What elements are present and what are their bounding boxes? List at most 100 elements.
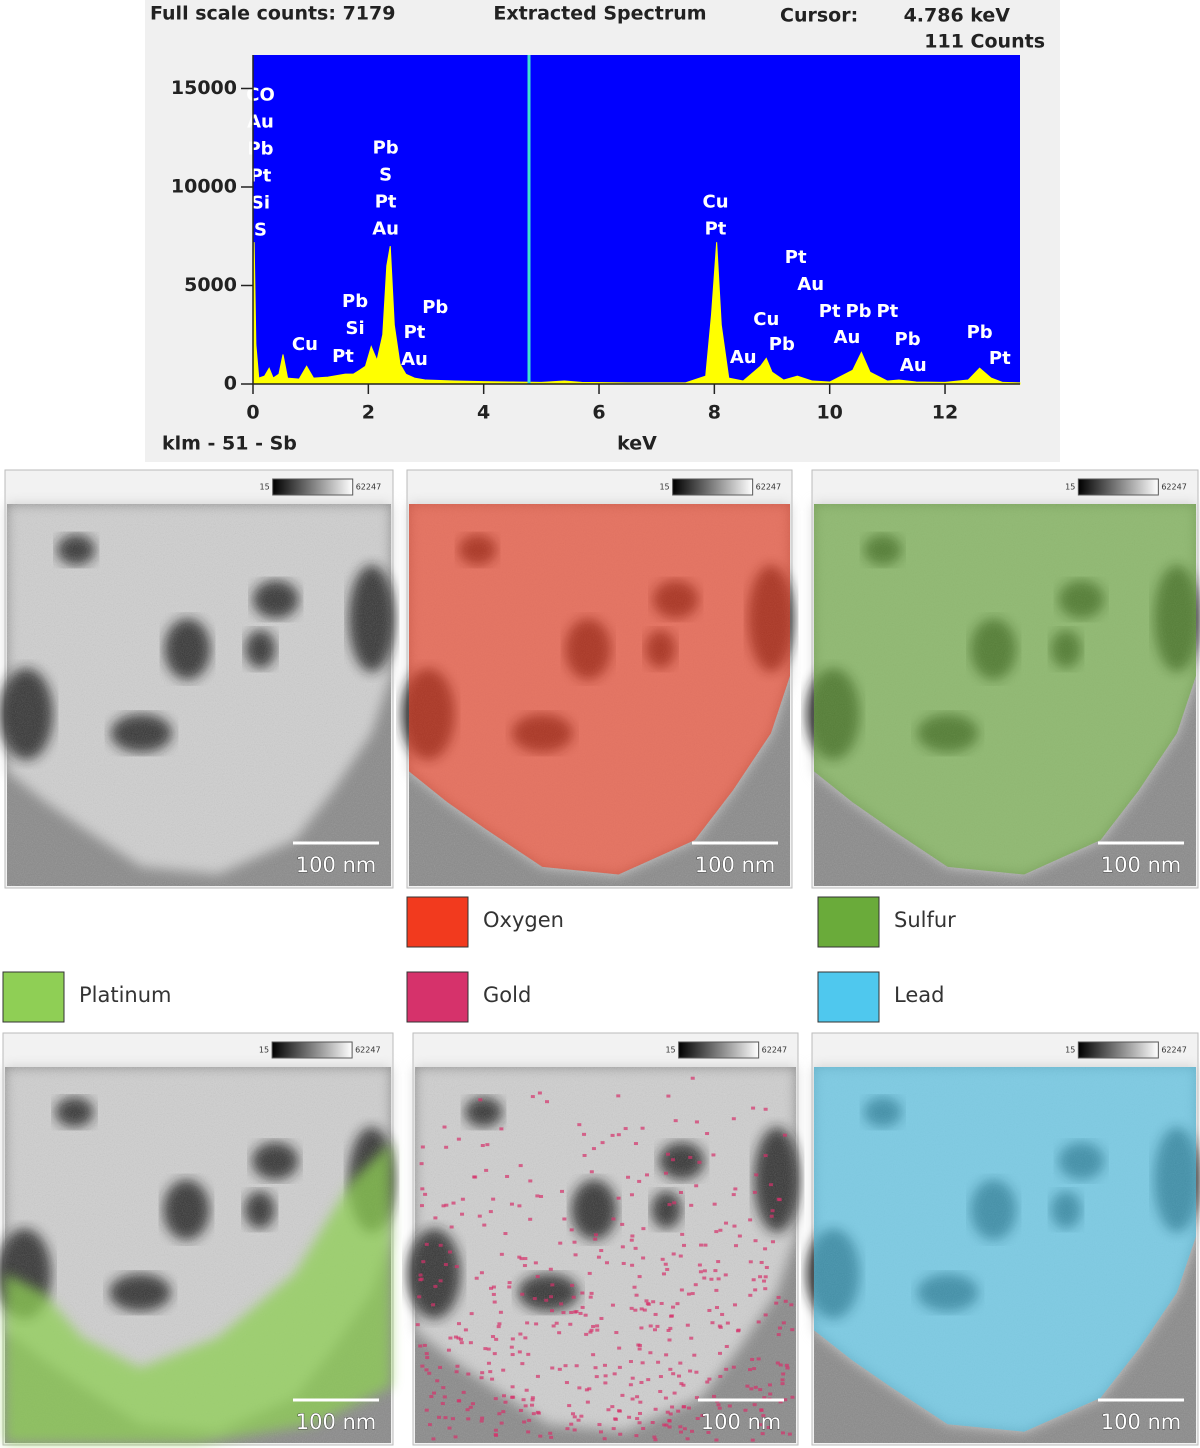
element-speck	[710, 1321, 715, 1325]
element-speck	[477, 1214, 482, 1218]
element-speck	[444, 1145, 449, 1149]
element-speck	[617, 1346, 622, 1350]
peak-label: Cu	[292, 334, 318, 355]
element-speck	[527, 1418, 532, 1422]
noise	[415, 1067, 796, 1443]
element-speck	[700, 1414, 705, 1418]
element-speck	[753, 1239, 758, 1243]
element-speck	[702, 1269, 707, 1273]
element-speck	[748, 1260, 753, 1264]
element-speck	[693, 1283, 698, 1287]
element-speck	[699, 1243, 704, 1247]
element-speck	[421, 1260, 426, 1264]
element-speck	[494, 1337, 499, 1341]
element-speck	[571, 1295, 576, 1299]
element-speck	[616, 1094, 621, 1098]
element-speck	[707, 1377, 712, 1381]
element-speck	[668, 1326, 673, 1330]
element-speck	[614, 1331, 619, 1335]
element-speck	[731, 1117, 736, 1121]
element-speck	[644, 1173, 649, 1177]
element-speck	[427, 1423, 432, 1427]
element-speck	[640, 1361, 645, 1365]
spectrum-area	[252, 242, 1021, 385]
element-speck	[610, 1303, 615, 1307]
element-speck	[678, 1425, 683, 1429]
element-speck	[596, 1255, 601, 1259]
element-speck	[569, 1228, 574, 1232]
element-speck	[642, 1308, 647, 1312]
element-speck	[594, 1375, 599, 1379]
micrograph	[401, 504, 794, 886]
peak-label: Pt	[404, 322, 426, 343]
element-speck	[441, 1386, 446, 1390]
element-speck	[610, 1133, 615, 1137]
element-speck	[501, 1410, 506, 1414]
element-speck	[758, 1275, 763, 1279]
element-speck	[759, 1408, 764, 1412]
element-speck	[501, 1394, 506, 1398]
element-speck	[677, 1374, 682, 1378]
element-speck	[635, 1417, 640, 1421]
element-speck	[433, 1284, 438, 1288]
element-speck	[664, 1423, 669, 1427]
element-speck	[655, 1324, 660, 1328]
element-speck	[711, 1153, 716, 1157]
element-speck	[659, 1301, 664, 1305]
element-speck	[714, 1288, 719, 1292]
element-speck	[752, 1190, 757, 1194]
element-speck	[531, 1412, 536, 1416]
legend-label: Oxygen	[483, 908, 564, 932]
element-speck	[679, 1288, 684, 1292]
element-speck	[667, 1202, 672, 1206]
element-speck	[424, 1368, 429, 1372]
element-speck	[717, 1406, 722, 1410]
element-speck	[637, 1275, 642, 1279]
element-speck	[444, 1203, 449, 1207]
element-speck	[593, 1233, 598, 1237]
element-speck	[420, 1187, 425, 1191]
element-overlay	[814, 1067, 1196, 1432]
element-speck	[517, 1255, 522, 1259]
element-speck	[482, 1223, 487, 1227]
element-speck	[748, 1368, 753, 1372]
element-speck	[569, 1310, 574, 1314]
peak-label: Au	[401, 349, 428, 370]
element-speck	[591, 1325, 596, 1329]
element-speck	[714, 1230, 719, 1234]
peak-label: Pt	[332, 346, 354, 367]
full-scale-label: Full scale counts: 7179	[150, 3, 395, 25]
element-speck	[419, 1162, 424, 1166]
element-speck	[617, 1409, 622, 1413]
element-speck	[629, 1193, 634, 1197]
element-speck	[499, 1127, 504, 1131]
element-speck	[767, 1383, 772, 1387]
element-speck	[665, 1410, 670, 1414]
element-speck	[493, 1428, 498, 1432]
element-speck	[451, 1201, 456, 1205]
colorbar-max: 62247	[356, 483, 381, 492]
plot-area	[253, 55, 1020, 384]
element-speck	[603, 1381, 608, 1385]
element-speck	[664, 1353, 669, 1357]
element-speck	[503, 1400, 508, 1404]
element-speck	[762, 1279, 767, 1283]
element-speck	[751, 1278, 756, 1282]
element-speck	[709, 1277, 714, 1281]
element-speck	[420, 1364, 425, 1368]
x-tick-label: 2	[362, 402, 375, 424]
element-speck	[662, 1423, 667, 1427]
element-speck	[544, 1298, 549, 1302]
element-speck	[658, 1389, 663, 1393]
element-speck	[589, 1328, 594, 1332]
element-speck	[745, 1384, 750, 1388]
element-speck	[705, 1380, 710, 1384]
element-speck	[568, 1322, 573, 1326]
element-speck	[737, 1234, 742, 1238]
element-speck	[492, 1300, 497, 1304]
element-speck	[698, 1270, 703, 1274]
cursor-title: Cursor:	[780, 5, 858, 27]
element-speck	[599, 1249, 604, 1253]
element-speck	[486, 1361, 491, 1365]
element-speck	[666, 1094, 671, 1098]
